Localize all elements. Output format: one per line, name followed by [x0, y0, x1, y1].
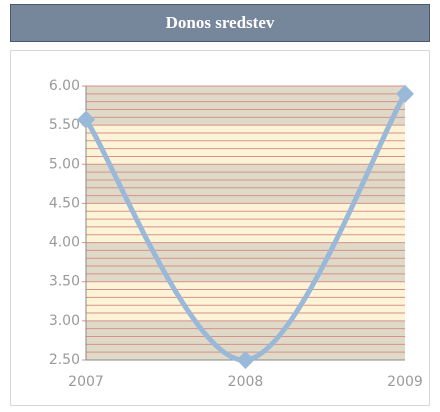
- header-title: Donos sredstev: [10, 4, 430, 42]
- y-tick-label: 3.50: [49, 274, 80, 290]
- point: [77, 110, 95, 129]
- y-tick-label: 6.00: [49, 78, 80, 94]
- y-tick-label: 5.50: [49, 117, 80, 133]
- chart-panel: [10, 50, 430, 406]
- y-tick-label: 4.00: [49, 235, 80, 251]
- grid-band: [86, 281, 405, 321]
- y-tick-label: 2.50: [49, 352, 80, 368]
- grid-band: [86, 164, 405, 204]
- y-tick-label: 4.50: [49, 195, 80, 211]
- point: [236, 351, 255, 369]
- point: [396, 84, 414, 103]
- grid-band: [86, 242, 405, 282]
- y-tick-label: 3.00: [49, 313, 80, 329]
- y-tick-label: 5.00: [49, 156, 80, 172]
- x-tick-label: 2009: [387, 374, 423, 390]
- grid-band: [86, 125, 405, 165]
- x-tick-label: 2007: [68, 374, 104, 390]
- grid-band: [86, 86, 405, 126]
- x-tick-label: 2008: [228, 374, 264, 390]
